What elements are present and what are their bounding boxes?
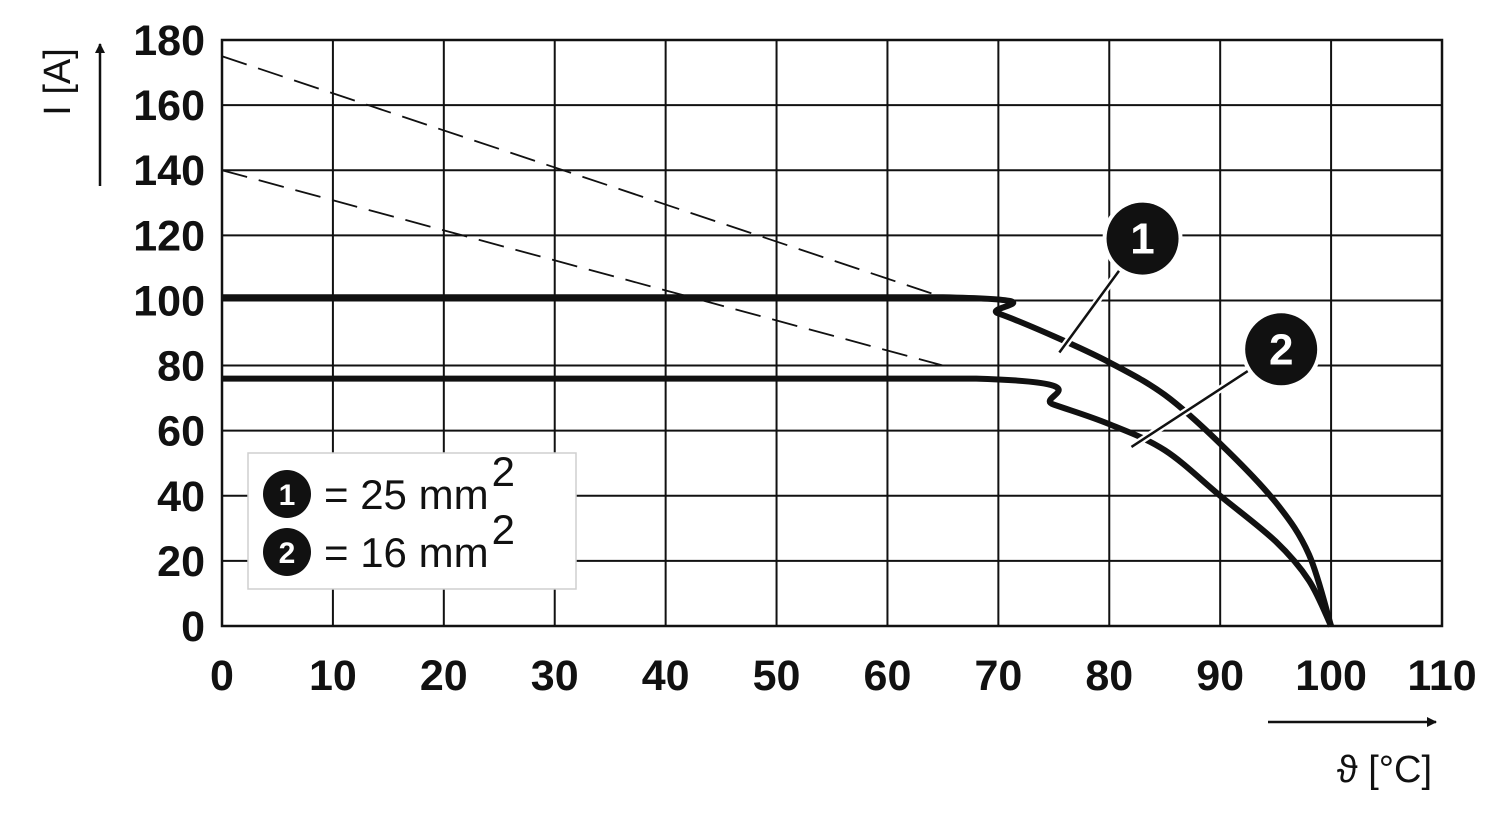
tick-labels: 0 10 20 30 40 50 60 70 80 90 100 110 0 20 40 60 80 100 120… xyxy=(133,17,1476,700)
legend: 1 = 25 mm 22 = 16 mm 2 xyxy=(247,448,577,590)
x-axis-label: ϑ [°C] xyxy=(1337,749,1432,791)
x-tick-label-110: 110 xyxy=(1407,652,1476,700)
x-tick-label-40: 40 xyxy=(642,652,690,700)
x-tick-label-20: 20 xyxy=(420,652,468,700)
x-tick-label-10: 10 xyxy=(309,652,357,700)
callout-markers: 12 xyxy=(1056,198,1322,450)
legend-marker-1 xyxy=(263,470,311,518)
y-tick-label-40: 40 xyxy=(157,473,205,521)
legend-entry-1: = 25 mm xyxy=(324,471,489,518)
dashed-extensions xyxy=(221,55,944,367)
legend-marker-2-label: 2 xyxy=(279,537,296,570)
callout-1-label: 1 xyxy=(1130,215,1154,264)
legend-entry-1-superscript: 2 xyxy=(492,448,515,495)
callout-2-label: 2 xyxy=(1269,325,1293,374)
y-tick-label-120: 120 xyxy=(133,212,205,260)
y-tick-label-0: 0 xyxy=(181,603,205,651)
y-tick-label-20: 20 xyxy=(157,538,205,586)
legend-entry-2-superscript: 2 xyxy=(492,506,515,553)
plot-frame xyxy=(220,38,1444,628)
x-tick-label-50: 50 xyxy=(753,652,801,700)
y-tick-label-60: 60 xyxy=(157,408,205,456)
legend-marker-2 xyxy=(263,528,311,576)
x-tick-label-60: 60 xyxy=(864,652,912,700)
x-tick-label-80: 80 xyxy=(1085,652,1133,700)
y-tick-label-160: 160 xyxy=(133,82,205,130)
x-tick-label-0: 0 xyxy=(210,652,234,700)
legend-entry-2: = 16 mm xyxy=(324,529,489,576)
y-axis-label: I [A] xyxy=(37,48,79,116)
y-tick-label-100: 100 xyxy=(133,277,205,325)
series-1-line xyxy=(222,294,1334,627)
x-tick-label-100: 100 xyxy=(1295,652,1367,700)
y-tick-label-180: 180 xyxy=(133,17,205,65)
series-1-dashed-extension xyxy=(221,55,944,299)
x-tick-label-30: 30 xyxy=(531,652,579,700)
legend-marker-1-label: 1 xyxy=(279,479,296,512)
series-2-dashed-extension xyxy=(221,169,944,367)
x-tick-label-70: 70 xyxy=(974,652,1022,700)
series-2-line xyxy=(222,375,1334,628)
series-lines xyxy=(222,294,1334,628)
x-tick-label-90: 90 xyxy=(1196,652,1244,700)
callout-2-badge xyxy=(1245,313,1318,386)
axis-arrows: I [A] ϑ [°C] xyxy=(37,43,1437,791)
y-tick-label-80: 80 xyxy=(157,343,205,391)
grid xyxy=(220,38,1444,628)
y-tick-label-140: 140 xyxy=(133,147,205,195)
callout-1-badge xyxy=(1106,202,1179,275)
